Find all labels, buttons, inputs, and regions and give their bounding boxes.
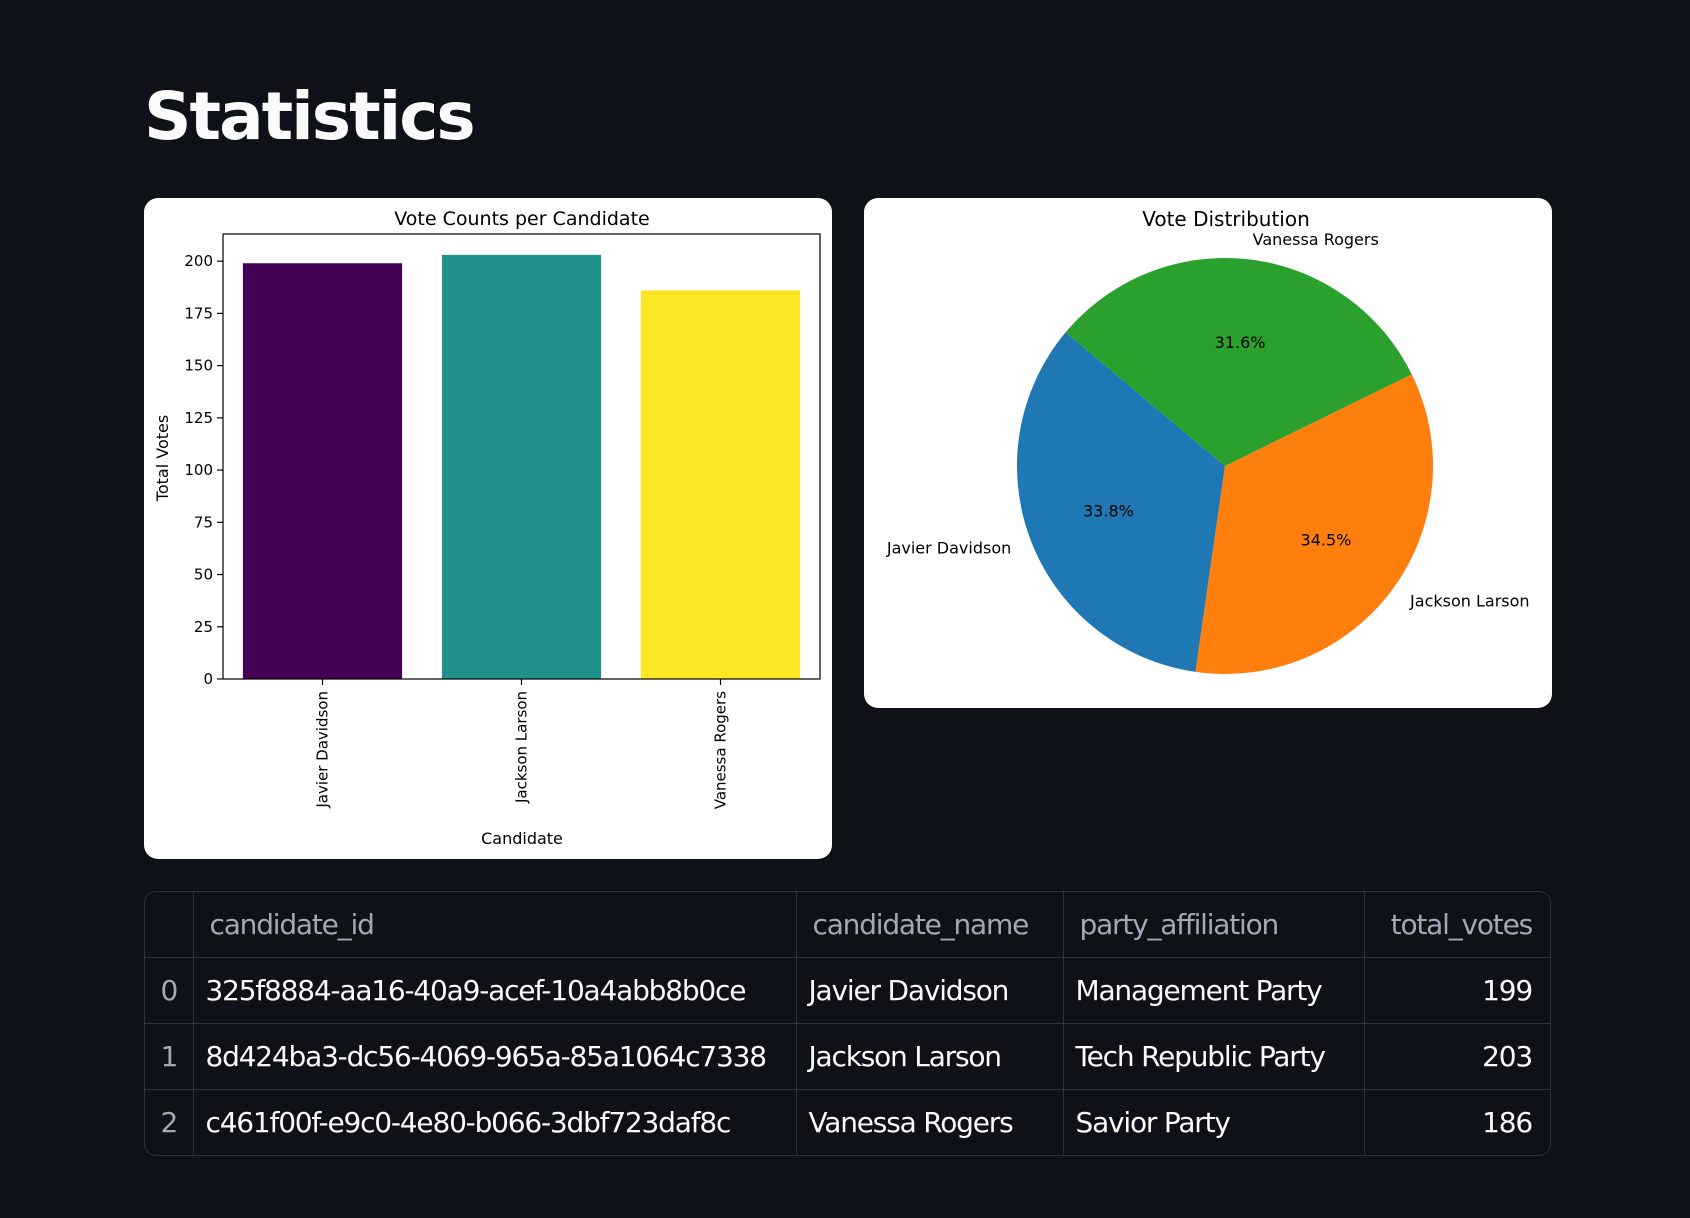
pie-percent-label: 31.6% bbox=[1215, 333, 1266, 352]
cell-candidate-name[interactable]: Javier Davidson bbox=[796, 957, 1064, 1024]
x-tick-label: Jackson Larson bbox=[513, 691, 531, 804]
row-index: 1 bbox=[145, 1023, 194, 1090]
row-index: 2 bbox=[145, 1089, 194, 1155]
bar-chart-ylabel: Total Votes bbox=[153, 415, 172, 502]
bar-chart: Vote Counts per Candidate Candidate Tota… bbox=[153, 208, 821, 848]
bar-chart-card: Vote Counts per Candidate Candidate Tota… bbox=[144, 198, 832, 859]
cell-total-votes[interactable]: 199 bbox=[1364, 957, 1550, 1024]
y-tick-label: 0 bbox=[203, 670, 213, 688]
bar-chart-frame bbox=[222, 233, 821, 680]
row-index: 0 bbox=[145, 957, 194, 1024]
bar[interactable] bbox=[640, 290, 801, 679]
x-tick-label: Vanessa Rogers bbox=[712, 691, 730, 809]
header-candidate-name[interactable]: candidate_name bbox=[796, 892, 1064, 958]
y-tick-label: 75 bbox=[194, 513, 213, 531]
pie-chart: Vote Distribution 33.8% Javier Davidson 34… bbox=[886, 207, 1530, 674]
cell-party-affiliation[interactable]: Savior Party bbox=[1063, 1089, 1365, 1155]
y-tick-label: 175 bbox=[184, 304, 213, 322]
page-title: Statistics bbox=[144, 78, 476, 155]
cell-candidate-id[interactable]: 325f8884-aa16-40a9-acef-10a4abb8b0ce bbox=[193, 957, 797, 1024]
header-index[interactable] bbox=[145, 892, 194, 958]
y-tick-label: 25 bbox=[194, 618, 213, 636]
cell-total-votes[interactable]: 186 bbox=[1482, 1106, 1533, 1139]
bar-chart-xlabel: Candidate bbox=[481, 829, 563, 848]
bar-chart-title: Vote Counts per Candidate bbox=[394, 208, 649, 230]
y-tick-label: 200 bbox=[184, 252, 213, 270]
cell-total-votes[interactable]: 203 bbox=[1364, 1023, 1550, 1090]
x-tick-label: Javier Davidson bbox=[314, 691, 332, 809]
pie-percent-label: 34.5% bbox=[1301, 530, 1352, 549]
table-row: 2 c461f00f-e9c0-4e80-b066-3dbf723daf8c V… bbox=[145, 1089, 1550, 1155]
y-tick-label: 100 bbox=[184, 461, 213, 479]
cell-party-affiliation[interactable]: Tech Republic Party bbox=[1063, 1023, 1365, 1090]
bar[interactable] bbox=[242, 263, 403, 679]
pie-percent-label: 33.8% bbox=[1083, 502, 1134, 521]
table-row: 1 8d424ba3-dc56-4069-965a-85a1064c7338 J… bbox=[145, 1023, 1550, 1090]
candidates-table[interactable]: candidate_id candidate_name party_affili… bbox=[144, 891, 1551, 1156]
pie-chart-title: Vote Distribution bbox=[1142, 207, 1310, 231]
cell-candidate-id[interactable]: 8d424ba3-dc56-4069-965a-85a1064c7338 bbox=[193, 1023, 797, 1090]
cell-candidate-name[interactable]: Vanessa Rogers bbox=[796, 1089, 1064, 1155]
pie-slice-label: Vanessa Rogers bbox=[1253, 230, 1379, 249]
cell-candidate-id[interactable]: c461f00f-e9c0-4e80-b066-3dbf723daf8c bbox=[193, 1089, 797, 1155]
pie-slice[interactable] bbox=[1065, 258, 1412, 466]
pie-slice-label: Javier Davidson bbox=[886, 539, 1011, 558]
cell-candidate-name[interactable]: Jackson Larson bbox=[796, 1023, 1064, 1090]
pie-slice[interactable] bbox=[1195, 374, 1433, 674]
header-candidate-id[interactable]: candidate_id bbox=[193, 892, 797, 958]
y-tick-label: 125 bbox=[184, 409, 213, 427]
bar[interactable] bbox=[441, 254, 602, 679]
pie-slice[interactable] bbox=[1017, 332, 1225, 672]
pie-chart-card: Vote Distribution 33.8% Javier Davidson 34… bbox=[864, 198, 1552, 708]
cell-party-affiliation[interactable]: Management Party bbox=[1063, 957, 1365, 1024]
table-row: 0 325f8884-aa16-40a9-acef-10a4abb8b0ce J… bbox=[145, 957, 1550, 1024]
header-party-affiliation[interactable]: party_affiliation bbox=[1063, 892, 1365, 958]
y-tick-label: 150 bbox=[184, 357, 213, 375]
pie-slice-label: Jackson Larson bbox=[1409, 592, 1530, 611]
header-total-votes[interactable]: total_votes bbox=[1364, 892, 1550, 958]
table-header-row: candidate_id candidate_name party_affili… bbox=[145, 892, 1550, 958]
y-tick-label: 50 bbox=[194, 566, 213, 584]
